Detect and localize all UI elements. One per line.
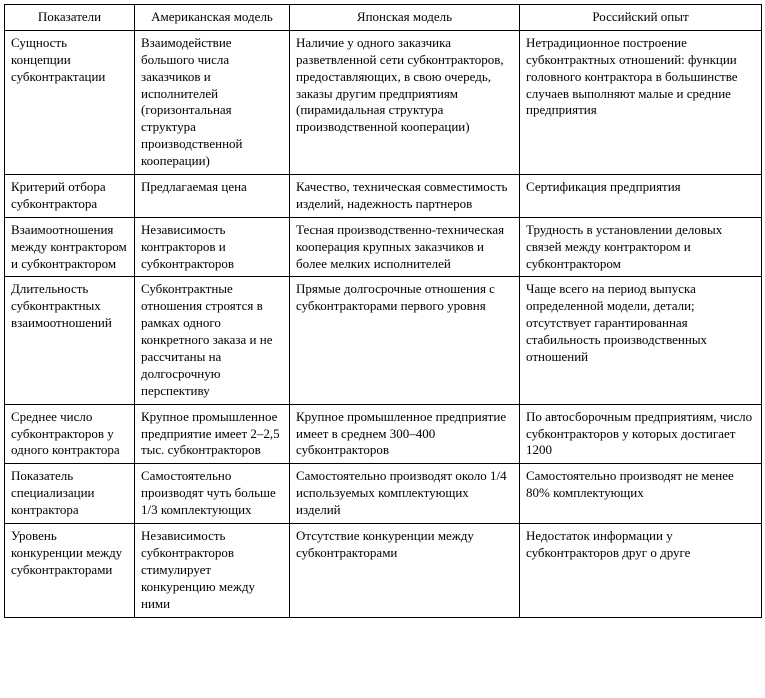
cell: Крупное промышленное предприятие имеет 2…	[135, 404, 290, 464]
table-row: Длительность субконтрактных взаимоотноше…	[5, 277, 762, 404]
table-row: Показатель специализации контрактора Сам…	[5, 464, 762, 524]
cell: Наличие у одного заказчика разветвленной…	[290, 30, 520, 174]
col-header-3: Российский опыт	[520, 5, 762, 31]
table-row: Среднее число субконтракторов у одного к…	[5, 404, 762, 464]
cell: Независимость субконтракторов стимулируе…	[135, 524, 290, 617]
cell: Уровень конкуренции между субконтрактора…	[5, 524, 135, 617]
cell: Недостаток информации у субконтракторов …	[520, 524, 762, 617]
cell: Прямые долгосрочные отношения с субконтр…	[290, 277, 520, 404]
cell: Сущность концепции субконтрактации	[5, 30, 135, 174]
cell: Длительность субконтрактных взаимоотноше…	[5, 277, 135, 404]
cell: Взаимоотношения между контрактором и суб…	[5, 217, 135, 277]
cell: Предлагаемая цена	[135, 175, 290, 218]
col-header-1: Американская модель	[135, 5, 290, 31]
cell: По автосборочным предприятиям, число суб…	[520, 404, 762, 464]
table-row: Сущность концепции субконтрактации Взаим…	[5, 30, 762, 174]
cell: Самостоятельно производят чуть больше 1/…	[135, 464, 290, 524]
cell: Нетрадиционное построение субконтрактных…	[520, 30, 762, 174]
cell: Тесная производственно-техническая коопе…	[290, 217, 520, 277]
cell: Крупное промышленное предприятие имеет в…	[290, 404, 520, 464]
cell: Самостоятельно производят около 1/4 испо…	[290, 464, 520, 524]
table-row: Уровень конкуренции между субконтрактора…	[5, 524, 762, 617]
cell: Показатель специализации контрактора	[5, 464, 135, 524]
cell: Критерий отбора субконтрактора	[5, 175, 135, 218]
table-row: Критерий отбора субконтрактора Предлагае…	[5, 175, 762, 218]
cell: Чаще всего на период выпуска определенно…	[520, 277, 762, 404]
cell: Отсутствие конкуренции между субконтракт…	[290, 524, 520, 617]
col-header-2: Японская модель	[290, 5, 520, 31]
cell: Независимость контракторов и субконтракт…	[135, 217, 290, 277]
cell: Взаимодействие большого числа заказчиков…	[135, 30, 290, 174]
comparison-table: Показатели Американская модель Японская …	[4, 4, 762, 618]
cell: Субконтрактные отношения строятся в рамк…	[135, 277, 290, 404]
table-row: Взаимоотношения между контрактором и суб…	[5, 217, 762, 277]
cell: Трудность в установлении деловых связей …	[520, 217, 762, 277]
cell: Сертификация предприятия	[520, 175, 762, 218]
col-header-0: Показатели	[5, 5, 135, 31]
cell: Самостоятельно производят не менее 80% к…	[520, 464, 762, 524]
cell: Среднее число субконтракторов у одного к…	[5, 404, 135, 464]
cell: Качество, техническая совместимость изде…	[290, 175, 520, 218]
table-header-row: Показатели Американская модель Японская …	[5, 5, 762, 31]
